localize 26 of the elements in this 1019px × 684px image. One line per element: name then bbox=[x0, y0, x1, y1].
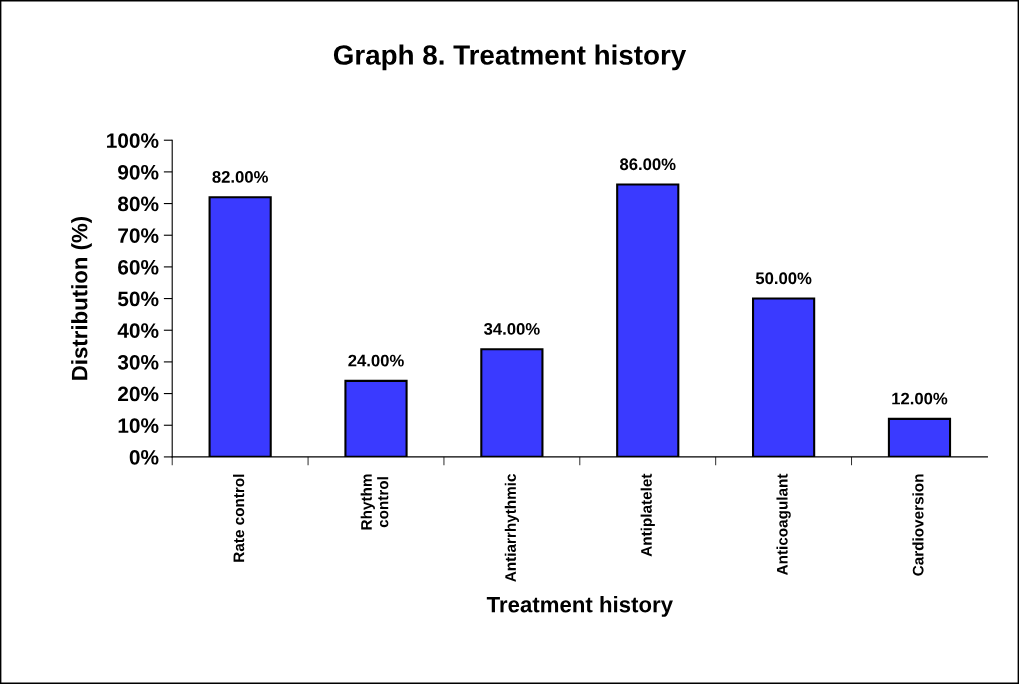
x-axis-title: Treatment history bbox=[486, 596, 673, 617]
x-tick-label: Anticoagulant bbox=[776, 473, 791, 576]
y-axis-title: Distribution (%) bbox=[71, 216, 92, 380]
y-tick-label: 20% bbox=[118, 386, 159, 402]
x-tick-label: Rhythm control bbox=[360, 474, 389, 530]
y-tick-label: 10% bbox=[118, 418, 159, 433]
x-tick-label: Antiarrhythmic bbox=[504, 474, 519, 582]
data-label: 86.00% bbox=[620, 158, 676, 171]
data-label: 50.00% bbox=[755, 272, 812, 285]
data-label: 82.00% bbox=[212, 171, 268, 183]
data-label: 34.00% bbox=[484, 323, 540, 335]
y-tick-label: 70% bbox=[118, 228, 159, 243]
data-label: 24.00% bbox=[348, 354, 404, 367]
y-tick-label: 80% bbox=[117, 196, 159, 212]
y-tick-label: 30% bbox=[117, 354, 159, 370]
chart-title: Graph 8. Treatment history bbox=[333, 44, 687, 71]
data-label: 12.00% bbox=[892, 392, 948, 405]
y-tick-label: 100% bbox=[107, 133, 159, 148]
x-tick-label: Cardioversion bbox=[912, 474, 924, 576]
x-tick-label: Rate control bbox=[233, 474, 245, 562]
y-tick-label: 90% bbox=[118, 164, 159, 180]
y-tick-label: 60% bbox=[118, 259, 159, 275]
y-tick-label: 0% bbox=[129, 449, 159, 465]
x-tick-label: Antiplatelet bbox=[640, 473, 655, 557]
y-tick-label: 40% bbox=[117, 323, 159, 338]
y-tick-label: 50% bbox=[117, 291, 159, 307]
